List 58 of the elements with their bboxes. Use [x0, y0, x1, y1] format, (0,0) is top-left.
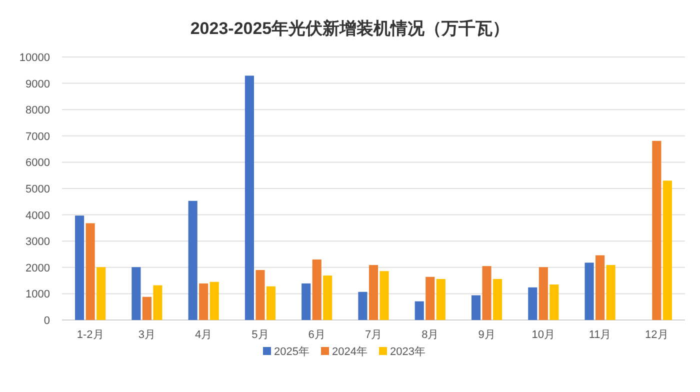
bar — [493, 278, 502, 320]
x-tick-label: 10月 — [532, 329, 556, 341]
bar — [75, 216, 84, 320]
bar — [266, 286, 276, 320]
y-tick-label: 5000 — [26, 184, 50, 196]
y-tick-label: 8000 — [26, 104, 50, 117]
bar — [662, 180, 672, 320]
bar — [256, 270, 265, 320]
y-tick-label: 10000 — [19, 52, 50, 64]
bar — [302, 283, 311, 320]
bar — [538, 267, 548, 320]
bar — [153, 285, 162, 320]
bar — [358, 292, 368, 320]
x-tick-label: 1-2月 — [76, 329, 104, 341]
x-tick-label: 8月 — [422, 329, 439, 341]
bar — [652, 140, 662, 320]
bar — [414, 301, 424, 320]
x-tick-label: 5月 — [252, 329, 269, 341]
bar — [142, 296, 152, 320]
x-tick-label: 12月 — [645, 329, 668, 341]
y-tick-label: 2000 — [26, 262, 50, 274]
bar — [244, 76, 254, 320]
bar — [550, 284, 559, 320]
bar — [471, 295, 481, 320]
bar — [199, 283, 208, 320]
bar — [312, 260, 322, 320]
y-tick-label: 1000 — [26, 288, 50, 301]
x-tick-label: 9月 — [478, 329, 496, 341]
bar — [584, 262, 594, 320]
x-tick-label: 11月 — [588, 329, 612, 341]
bar — [436, 278, 446, 320]
bar — [596, 255, 605, 320]
x-tick-label: 7月 — [364, 329, 382, 341]
x-tick-label: 3月 — [138, 329, 156, 341]
x-tick-label: 6月 — [308, 329, 326, 341]
y-tick-label: 4000 — [26, 210, 50, 222]
bar — [368, 265, 378, 320]
bar — [210, 282, 219, 320]
y-tick-label: 6000 — [26, 157, 50, 170]
y-tick-label: 0 — [44, 315, 50, 327]
chart-title: 2023-2025年光伏新增装机情况（万千瓦） — [190, 19, 510, 38]
bar — [380, 271, 389, 320]
bar — [426, 276, 435, 320]
bar — [96, 267, 106, 320]
bar — [132, 267, 141, 320]
y-tick-label: 3000 — [26, 236, 50, 248]
x-tick-label: 4月 — [195, 329, 212, 341]
bar — [482, 266, 492, 320]
legend-label: 2023年 — [390, 346, 426, 358]
legend-label: 2024年 — [332, 346, 368, 358]
bar — [188, 200, 198, 320]
bar — [86, 223, 95, 320]
y-tick-label: 7000 — [26, 130, 50, 143]
legend-label: 2025年 — [274, 346, 310, 358]
y-tick-label: 9000 — [26, 78, 50, 90]
bar — [606, 265, 616, 320]
bar — [528, 287, 538, 320]
bar — [323, 276, 332, 320]
